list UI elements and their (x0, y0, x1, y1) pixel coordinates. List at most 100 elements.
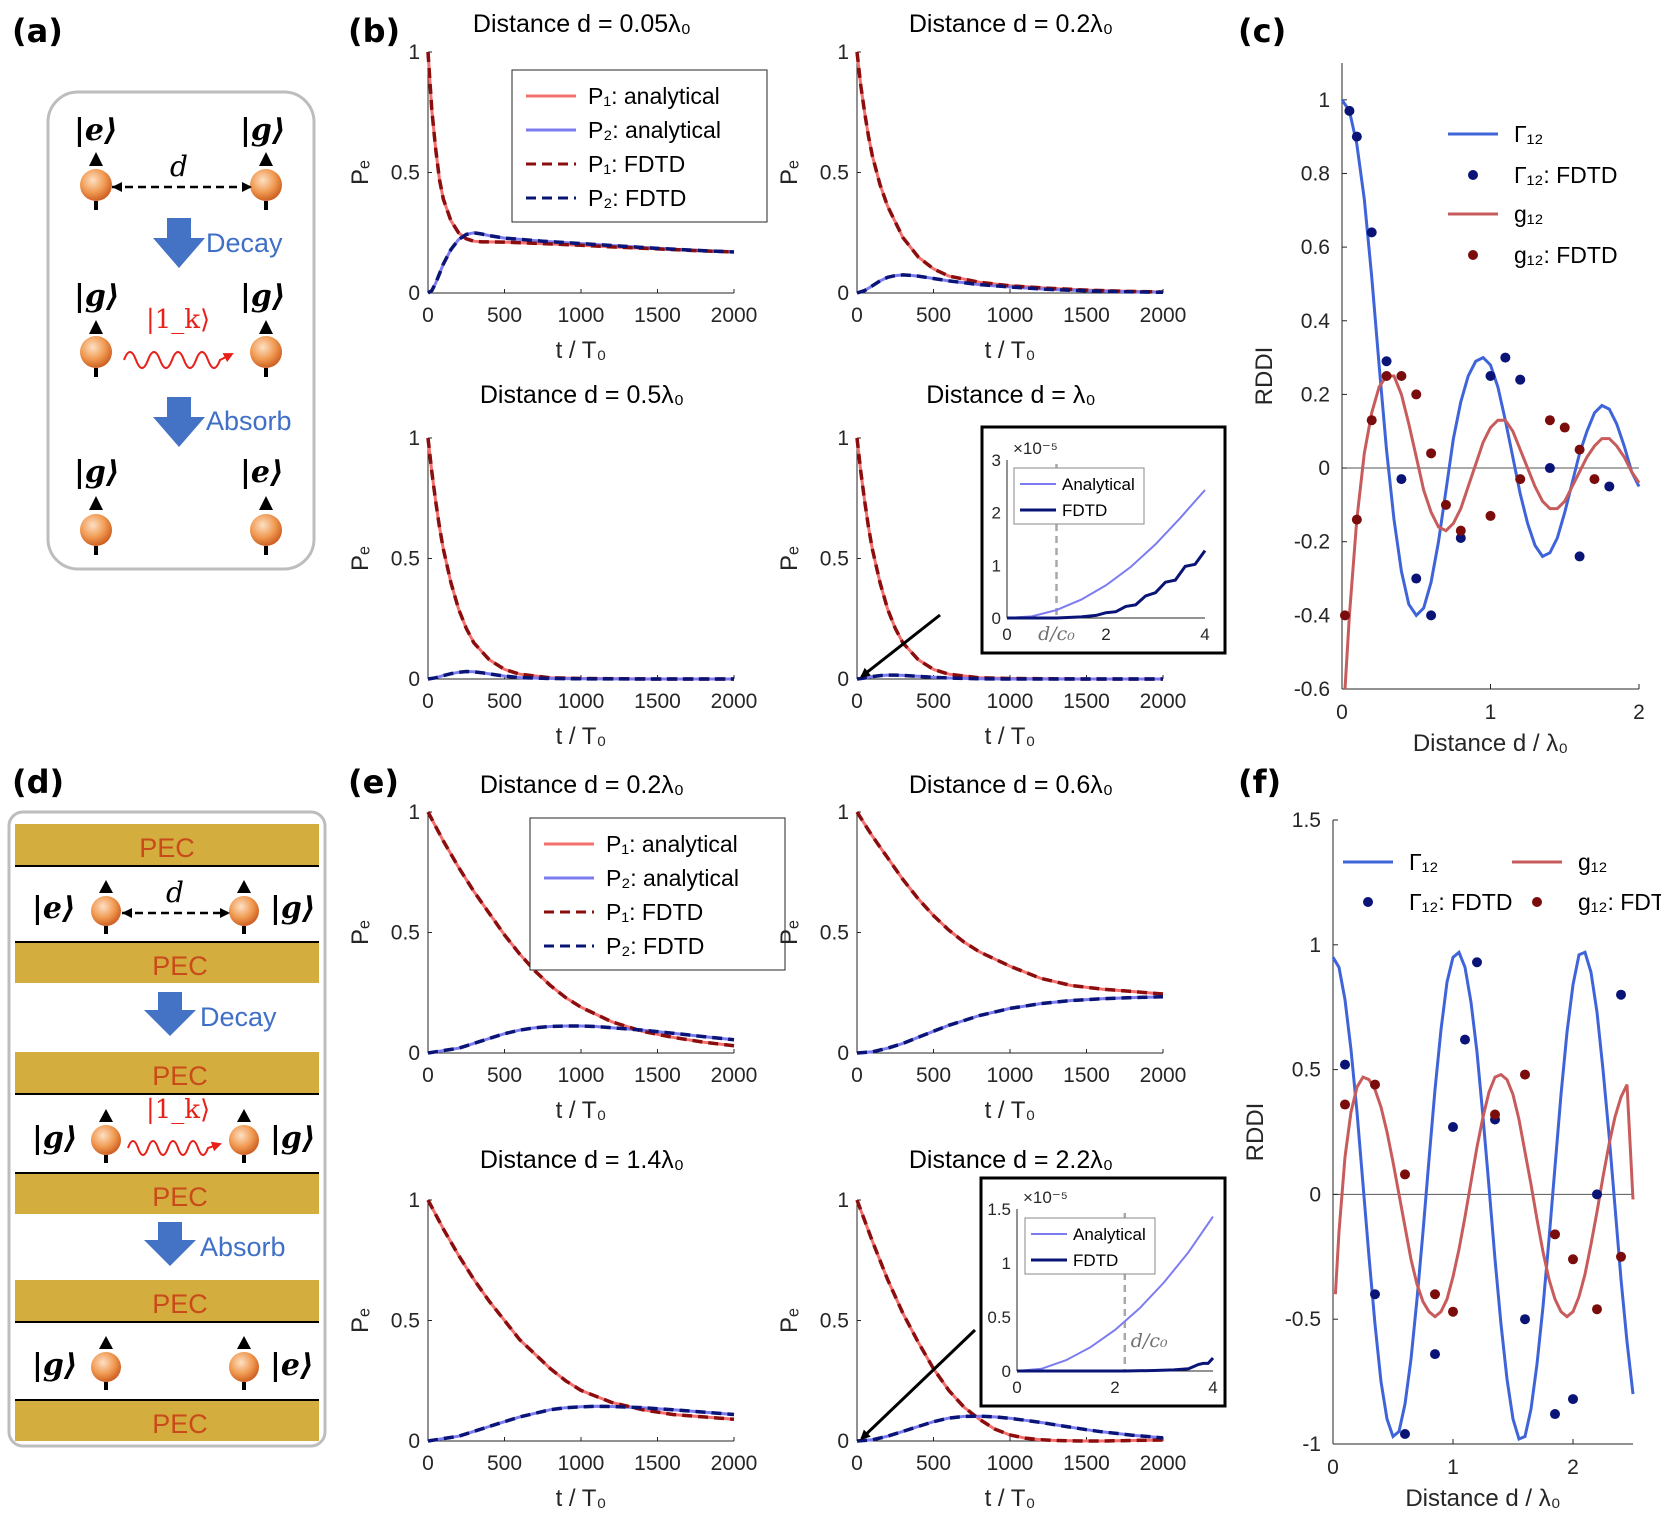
y-tick-label: 1 (837, 427, 849, 450)
x-tick-label: 0 (1327, 1456, 1339, 1479)
gamma12-fdtd-point (1340, 1059, 1350, 1070)
x-tick-label: 0 (851, 304, 863, 327)
inset-y-tick-label: 1 (992, 556, 1001, 575)
ket-g-right: |g⟩ (270, 891, 316, 926)
y-tick-label: 0.5 (391, 548, 420, 571)
series-g12 (1333, 1072, 1635, 1319)
inset-legend (1013, 467, 1145, 525)
y-tick-label: 0 (837, 1430, 849, 1453)
y-tick-label: 0 (1309, 1183, 1321, 1206)
legend-entry: P₁: analytical (588, 83, 720, 109)
photon-label: |1_k⟩ (146, 1095, 210, 1125)
x-tick-label: 1000 (987, 1064, 1034, 1087)
ket-g-left: |g⟩ (74, 455, 120, 490)
x-tick-label: 500 (487, 1452, 522, 1475)
x-axis-label: t / T₀ (556, 1097, 607, 1124)
series-p2-fdtd (427, 1024, 735, 1055)
chart-e4-distance-2.2: 0 500 1000 1500 2000 0 0.5 1 Distance d = 2.2λ₀ t… (776, 1146, 1227, 1512)
pec-plate: PEC (15, 941, 319, 983)
y-axis-label: Pₑ (776, 920, 803, 945)
x-tick-label: 500 (487, 690, 522, 713)
absorb-label: Absorb (206, 406, 292, 436)
x-tick-label: 2000 (711, 304, 758, 327)
gamma12-fdtd-point (1366, 227, 1377, 238)
inset-y-tick-label: 2 (992, 504, 1001, 523)
g12-fdtd-point (1520, 1069, 1530, 1080)
g12-fdtd-point (1440, 499, 1451, 510)
g12-fdtd-point (1515, 474, 1526, 485)
chart-b2-distance-0.2: 0 500 1000 1500 2000 0 0.5 1 Distance d = 0.2λ₀ t… (776, 10, 1186, 364)
y-axis-label: Pₑ (347, 920, 374, 945)
inset-frame (980, 425, 1227, 655)
chart-title: Distance d = 1.4λ₀ (480, 1146, 684, 1174)
atom-icon (91, 880, 121, 934)
g12-fdtd-point (1485, 510, 1496, 521)
x-tick-label: 1000 (987, 304, 1034, 327)
gamma12-fdtd-point (1574, 551, 1585, 562)
legend-entry: g₁₂: FDTD (1578, 889, 1661, 915)
x-tick-label: 1500 (1063, 1452, 1110, 1475)
gamma12-fdtd-point (1485, 371, 1496, 381)
x-tick-label: 2000 (1140, 1452, 1187, 1475)
x-tick-label: 500 (916, 304, 951, 327)
legend-entry: Γ₁₂ (1514, 121, 1543, 147)
series-p1-fdtd (855, 811, 1164, 996)
x-tick-label: 2000 (711, 1452, 758, 1475)
g12-fdtd-point (1426, 448, 1437, 459)
inset-marker-label: d/c₀ (1038, 623, 1075, 645)
inset-x-tick-label: 4 (1208, 1378, 1217, 1397)
legend-swatch (1468, 250, 1478, 260)
atom-icon (250, 496, 282, 555)
g12-fdtd-point (1366, 415, 1377, 426)
inset-x-tick-label: 4 (1200, 625, 1209, 644)
g12-fdtd-point (1339, 610, 1350, 621)
y-tick-label: 1 (1309, 934, 1321, 957)
atom-icon (229, 1109, 259, 1163)
g12-fdtd-point (1559, 422, 1570, 433)
decay-label: Decay (200, 1002, 277, 1032)
x-tick-label: 2 (1567, 1456, 1579, 1479)
chart-title: Distance d = 0.05λ₀ (473, 10, 691, 38)
inset-y-tick-label: 0.5 (987, 1308, 1011, 1327)
inset-legend-entry: Analytical (1073, 1225, 1146, 1244)
gamma12-fdtd-point (1400, 1429, 1410, 1440)
legend-entry: Γ₁₂: FDTD (1409, 889, 1512, 915)
ket-e-left: |e⟩ (74, 113, 118, 148)
chart-f-rddi-pec: -1 -0.5 0 0.5 1 1.5 0 1 2 Distance d / λ₀ RDDI Γ₁₂ Γ… (1242, 809, 1661, 1512)
legend-entry: P₁: FDTD (588, 151, 685, 177)
x-axis-label: Distance d / λ₀ (1413, 730, 1568, 757)
ket-e-right: |e⟩ (270, 1348, 314, 1383)
x-tick-label: 0 (851, 1064, 863, 1087)
y-tick-label: -1 (1302, 1433, 1321, 1456)
chart-e2-distance-0.6: 0 500 1000 1500 2000 0 0.5 1 Distance d = 0.6λ₀ t… (776, 771, 1186, 1124)
gamma12-fdtd-point (1604, 481, 1615, 492)
legend-entry: P₁: analytical (606, 831, 738, 857)
absorb-arrow-icon (153, 397, 205, 447)
chart-title: Distance d = 0.6λ₀ (909, 771, 1113, 799)
chart-e1-distance-0.2: 0 500 1000 1500 2000 0 0.5 1 Distance d = 0.2λ₀ t… (347, 771, 786, 1124)
inset-legend-entry: FDTD (1062, 501, 1107, 520)
y-axis-label: Pₑ (776, 160, 803, 185)
chart-b4-distance-1: 0 500 1000 1500 2000 0 0.5 1 Distance d = λ₀ t / … (776, 381, 1227, 750)
chart-e3-distance-1.4: 0 500 1000 1500 2000 0 0.5 1 Distance d = 1.4λ₀ t… (347, 1146, 757, 1512)
legend-entry: P₂: analytical (588, 117, 721, 143)
inset-series-fdtd (1017, 1356, 1215, 1373)
x-tick-label: 1 (1485, 701, 1497, 724)
x-tick-label: 0 (422, 1452, 434, 1475)
y-tick-label: 1 (408, 427, 420, 450)
x-tick-label: 1000 (558, 1452, 605, 1475)
ket-g-right: |g⟩ (270, 1121, 316, 1156)
y-tick-label: 0.5 (391, 922, 420, 945)
inset-pointer-arrow (860, 1328, 977, 1440)
inset-exponent: ×10⁻⁵ (1023, 1188, 1068, 1207)
pec-plate: PEC (15, 824, 319, 867)
svg-text:PEC: PEC (139, 833, 195, 863)
x-tick-label: 1500 (634, 1064, 681, 1087)
chart-title: Distance d = 2.2λ₀ (909, 1146, 1113, 1174)
atom-icon (229, 880, 259, 934)
g12-fdtd-point (1589, 474, 1600, 485)
y-tick-label: -0.4 (1294, 604, 1331, 627)
inset-marker-label: d/c₀ (1131, 1330, 1168, 1352)
distance-label: d (166, 876, 184, 909)
